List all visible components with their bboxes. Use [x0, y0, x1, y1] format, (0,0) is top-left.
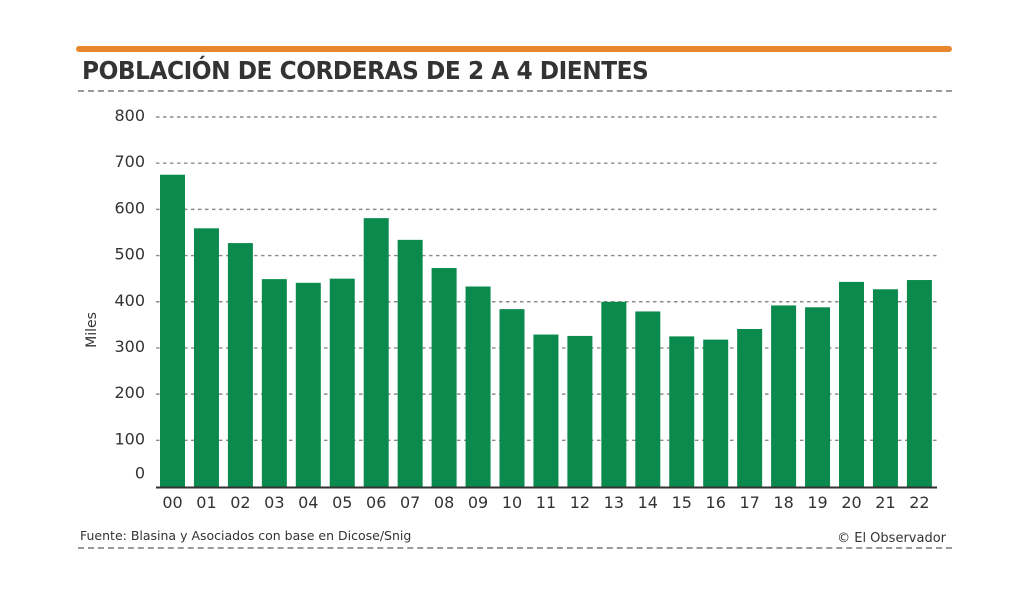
x-tick-label: 06	[366, 493, 386, 512]
x-tick-label: 16	[706, 493, 726, 512]
bar-22	[906, 280, 932, 487]
y-tick-label: 0	[135, 464, 145, 483]
bar-01	[193, 228, 219, 487]
title-separator	[78, 90, 952, 92]
x-tick-label: 14	[638, 493, 658, 512]
x-tick-label: 17	[739, 493, 759, 512]
bars	[160, 174, 932, 487]
x-tick-label: 22	[909, 493, 929, 512]
bar-00	[160, 174, 185, 487]
bar-03	[261, 279, 287, 487]
x-tick-label: 15	[672, 493, 692, 512]
bar-07	[397, 239, 423, 487]
y-tick-label: 600	[114, 198, 145, 217]
y-tick-label: 800	[114, 106, 145, 125]
bar-15	[669, 336, 695, 487]
y-tick-label: 500	[114, 245, 145, 264]
bar-18	[771, 305, 797, 487]
bar-02	[227, 243, 253, 487]
x-tick-label: 08	[434, 493, 454, 512]
x-tick-label: 09	[468, 493, 488, 512]
bar-21	[872, 289, 898, 487]
bar-16	[703, 339, 729, 487]
x-axis-ticks: 00 01 02 03 04 05 06 07 08 09 10 11 12 13 14 15 16 17 18 19…	[162, 493, 929, 512]
bar-20	[839, 281, 864, 487]
y-axis-ticks: 0 100 200 300 400 500 600 700 800	[114, 106, 145, 483]
x-tick-label: 13	[604, 493, 624, 512]
bar-06	[363, 218, 389, 487]
x-tick-label: 19	[807, 493, 827, 512]
y-tick-label: 200	[114, 383, 145, 402]
x-tick-label: 03	[264, 493, 284, 512]
y-axis-label: Miles	[84, 312, 100, 348]
x-tick-label: 10	[502, 493, 522, 512]
credit-note: © El Observador	[837, 531, 946, 546]
chart-title: POBLACIÓN DE CORDERAS DE 2 A 4 DIENTES	[82, 56, 649, 85]
bar-08	[431, 268, 457, 487]
x-tick-label: 01	[196, 493, 216, 512]
x-tick-label: 04	[298, 493, 318, 512]
bar-11	[533, 334, 559, 487]
x-tick-label: 07	[400, 493, 420, 512]
source-note: Fuente: Blasina y Asociados con base en …	[80, 528, 412, 543]
bar-12	[567, 335, 593, 487]
x-tick-label: 05	[332, 493, 352, 512]
x-tick-label: 02	[230, 493, 250, 512]
x-tick-label: 00	[162, 493, 182, 512]
footer-separator	[78, 547, 952, 549]
x-tick-label: 20	[841, 493, 861, 512]
bar-19	[805, 307, 831, 487]
x-tick-label: 12	[570, 493, 590, 512]
x-tick-label: 18	[773, 493, 793, 512]
bar-04	[295, 282, 321, 487]
y-tick-label: 300	[114, 337, 145, 356]
top-accent-bar	[76, 46, 952, 52]
y-tick-label: 400	[114, 291, 145, 310]
bar-09	[465, 286, 491, 487]
y-tick-label: 100	[114, 429, 145, 448]
bar-10	[499, 309, 525, 487]
x-tick-label: 11	[536, 493, 556, 512]
bar-14	[635, 311, 661, 487]
bar-05	[329, 278, 355, 487]
y-tick-label: 700	[114, 152, 145, 171]
bar-17	[737, 329, 763, 487]
bar-13	[601, 301, 627, 487]
x-tick-label: 21	[875, 493, 895, 512]
